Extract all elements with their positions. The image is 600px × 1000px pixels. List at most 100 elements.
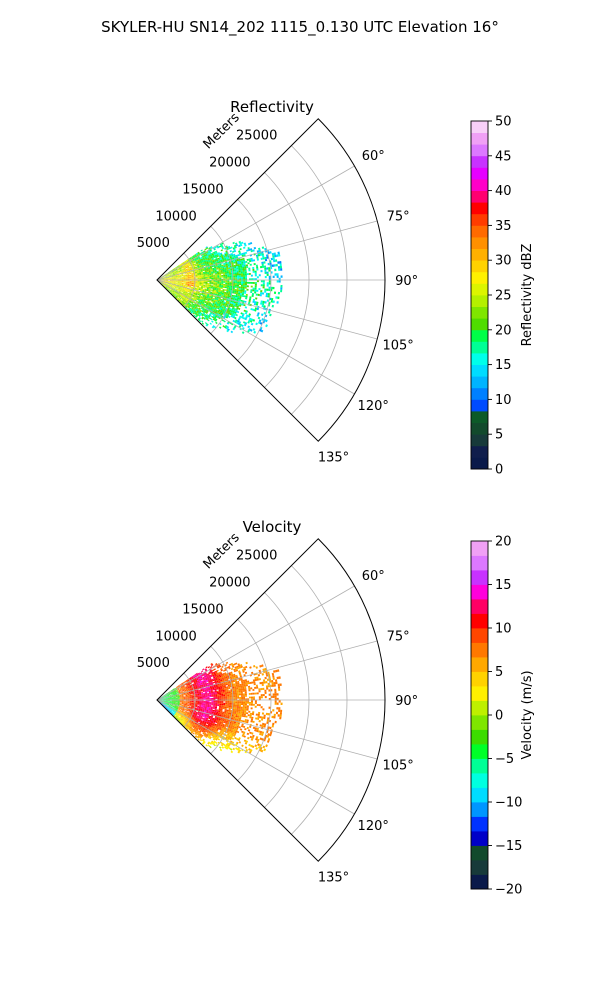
radar-gate [211,253,214,256]
radar-gate [198,271,201,273]
radar-gate [173,693,175,695]
radar-gate [239,673,242,676]
radar-gate [168,288,171,291]
radar-gate [191,257,194,260]
radar-gate [213,693,216,695]
radar-gate [219,702,222,704]
radar-gate [190,289,193,292]
radar-gate [172,273,175,275]
radar-gate [186,685,189,688]
radar-gate [167,283,170,285]
radar-gate [215,685,218,688]
radar-gate [170,273,173,275]
radar-gate [171,277,174,278]
radar-gate [253,246,257,250]
radar-gate [205,678,208,681]
radar-gate [229,694,232,696]
radar-gate [191,278,194,279]
radar-gate [173,274,175,275]
radar-gate [257,316,261,320]
radar-gate [248,319,251,322]
radar-gate [206,296,209,298]
radar-gate [186,270,189,272]
radar-gate [205,283,208,285]
radar-gate [169,276,172,278]
radar-gate [220,710,223,712]
radar-gate [165,695,168,697]
radar-gate [227,715,230,718]
radar-gate [196,254,199,257]
radar-gate [250,720,253,723]
radar-gate [184,690,187,692]
radar-gate [181,704,184,706]
radar-gate [224,259,227,262]
radar-gate [165,275,168,277]
radar-gate [242,670,245,673]
radar-gate [211,273,214,275]
radar-gate [215,293,218,296]
radar-gate [226,687,229,690]
radar-gate [209,283,212,285]
radar-gate [211,305,214,308]
radar-gate [218,710,221,713]
radar-gate [184,296,187,299]
radar-gate [205,703,208,705]
radar-gate [218,245,222,248]
radar-gate [228,707,231,709]
radar-gate [175,689,178,691]
radar-gate [176,297,179,300]
colorbar-tick-label: 5 [495,428,503,443]
radar-gate [224,686,227,689]
radar-gate [232,288,235,291]
radar-gate [179,276,182,277]
radar-gate [237,717,240,720]
radar-gate [192,295,195,297]
radar-gate [177,284,180,285]
radar-gate [227,702,230,705]
radar-gate [204,255,207,258]
radar-gate [197,672,200,675]
radar-gate [179,281,182,283]
radar-gate [212,298,215,301]
radar-gate [186,692,189,693]
radar-gate [175,698,178,700]
radar-gate [208,295,212,298]
radar-gate [208,267,211,270]
radar-gate [180,302,183,305]
radar-gate [178,287,181,289]
radar-gate [169,696,172,698]
radar-gate [195,283,198,284]
radar-gate [175,283,178,285]
radar-gate [198,317,201,320]
radar-gate [214,673,217,676]
radar-gate [190,676,193,678]
radar-gate [179,688,182,690]
radar-gate [181,698,184,700]
radar-gate [220,690,223,692]
radar-gate [225,694,228,697]
radar-gate [233,264,236,267]
radar-gate [204,322,208,325]
radar-gate [171,282,174,284]
radar-gate [242,252,246,255]
radar-gate [231,302,234,305]
radar-gate [233,248,236,251]
radar-gate [195,687,198,689]
radar-gate [172,692,175,694]
radar-gate [195,695,198,697]
radar-gate [170,289,173,291]
radar-gate [174,691,177,693]
radar-gate [185,703,188,705]
radar-gate [248,267,251,270]
radar-gate [207,295,210,297]
radar-gate [231,255,234,258]
radar-gate [188,304,191,307]
radar-gate [165,276,168,278]
radar-gate [199,706,202,708]
radar-gate [174,291,177,293]
radar-gate [207,276,210,278]
radar-gate [214,296,218,298]
radar-gate [163,282,166,284]
radar-gate [238,671,241,675]
radar-gate [235,261,238,264]
